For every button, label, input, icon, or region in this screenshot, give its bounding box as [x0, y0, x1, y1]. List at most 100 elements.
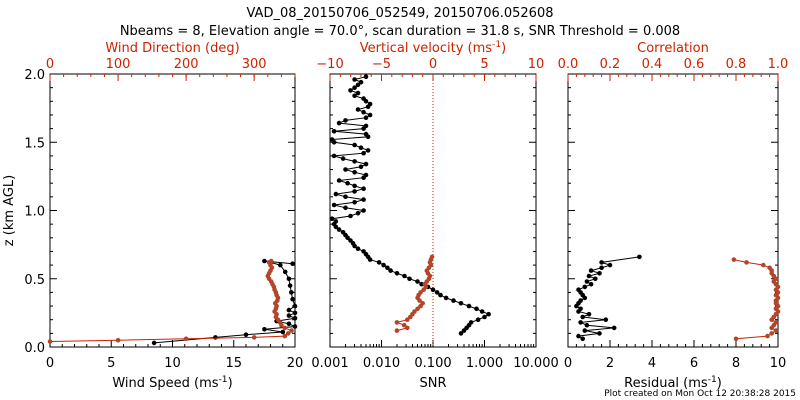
snr-point — [363, 123, 369, 129]
vertical-velocity-point — [412, 309, 417, 314]
snr-point — [479, 309, 485, 314]
residual-point — [597, 331, 602, 336]
panel-snr-vertical-velocity: 0.001 0.010 0.100 1.000 10.000 −10 −5 0 5 10 SNR Ve… — [311, 40, 558, 391]
y-tick-label: 1.5 — [24, 136, 45, 151]
x-top-tick-label: 0.2 — [600, 57, 621, 72]
snr-point — [434, 290, 440, 295]
snr-point — [336, 227, 342, 232]
x-bottom-tick-label: 1.000 — [466, 356, 503, 371]
x-bottom-tick-label: 15 — [225, 356, 242, 371]
snr-point — [361, 109, 366, 115]
snr-point — [340, 230, 346, 235]
snr-point — [443, 295, 449, 301]
x-top-tick-label: 0.8 — [726, 57, 747, 72]
snr-point — [430, 287, 436, 293]
correlation-point — [773, 328, 779, 333]
x-top-tick-label: 5 — [480, 57, 488, 72]
correlation-point — [767, 265, 772, 271]
residual-point — [578, 306, 583, 312]
snr-point — [475, 317, 481, 323]
snr-point — [361, 208, 366, 213]
snr-point — [361, 186, 366, 191]
x-top-axis-label: Vertical velocity (ms-1) — [360, 40, 506, 56]
snr-point — [385, 265, 390, 271]
snr-point — [343, 194, 348, 200]
wind-speed-point — [286, 276, 292, 282]
correlation-point — [744, 260, 749, 265]
snr-point — [486, 311, 491, 317]
x-bottom-tick-label: 0.001 — [311, 356, 348, 371]
snr-point — [415, 279, 420, 284]
residual-point — [593, 276, 598, 282]
wind-direction-point — [289, 328, 294, 333]
x-bottom-tick-label: 10 — [770, 356, 787, 371]
correlation-point — [765, 333, 770, 339]
wind-speed-point — [292, 310, 298, 316]
wind-direction-point — [268, 258, 274, 264]
wind-speed-point — [282, 269, 288, 275]
x-top-tick-label: 10 — [528, 57, 545, 72]
snr-point — [355, 246, 361, 251]
snr-point — [363, 131, 369, 137]
snr-point — [482, 314, 487, 320]
snr-point — [394, 271, 400, 276]
snr-point — [355, 82, 361, 88]
snr-point — [355, 210, 361, 216]
wind-speed-line — [154, 260, 297, 344]
correlation-point — [769, 331, 774, 336]
snr-point — [352, 189, 357, 194]
vertical-velocity-point — [394, 320, 400, 325]
correlation-point — [773, 320, 779, 325]
x-bottom-tick-label: 0 — [46, 356, 54, 371]
x-top-tick-label: 0.4 — [642, 57, 663, 72]
snr-point — [340, 156, 346, 161]
snr-point — [355, 90, 361, 96]
wind-speed-point — [213, 335, 218, 340]
wind-speed-point — [286, 307, 292, 313]
residual-point — [578, 298, 583, 303]
wind-speed-point — [290, 261, 295, 267]
x-top-tick-label: −5 — [372, 57, 391, 72]
x-top-tick-label: 200 — [174, 57, 199, 72]
snr-point — [333, 191, 339, 197]
snr-point — [365, 148, 371, 153]
wind-direction-point — [183, 336, 189, 342]
y-tick-label: 2.0 — [24, 68, 45, 83]
snr-point — [355, 107, 361, 112]
residual-point — [582, 328, 588, 333]
snr-point — [367, 101, 373, 107]
x-bottom-tick-label: 0.010 — [363, 356, 400, 371]
x-bottom-tick-label: 8 — [732, 356, 740, 371]
vertical-velocity-point — [418, 290, 423, 295]
x-bottom-tick-label: 6 — [690, 356, 698, 371]
snr-point — [358, 164, 364, 170]
residual-point — [580, 314, 585, 320]
residual-point — [584, 279, 590, 284]
snr-point — [352, 183, 357, 189]
snr-point — [361, 96, 366, 101]
x-bottom-tick-label: 4 — [648, 356, 656, 371]
x-top-axis-label: Correlation — [637, 41, 709, 56]
wind-speed-point — [292, 303, 298, 309]
x-top-tick-label: 0 — [46, 57, 54, 72]
panel-residual-correlation: 0 2 4 6 8 10 0.0 0.2 0.4 0.6 0.8 1.0 Residual (ms-1)… — [558, 41, 789, 391]
snr-point — [331, 129, 337, 134]
vertical-velocity-point — [415, 306, 420, 312]
snr-point — [358, 79, 364, 85]
wind-speed-point — [151, 340, 157, 346]
wind-speed-point — [292, 316, 298, 321]
residual-point — [580, 336, 585, 342]
vertical-velocity-point — [405, 317, 410, 323]
wind-speed-point — [243, 332, 249, 338]
residual-point — [588, 281, 594, 287]
residual-point — [586, 311, 592, 317]
wind-direction-line — [49, 260, 293, 342]
snr-point — [376, 260, 382, 265]
snr-point — [363, 115, 369, 120]
wind-direction-point — [285, 331, 291, 336]
snr-point — [407, 276, 412, 282]
wind-direction-point — [251, 335, 257, 340]
y-tick-label: 0.5 — [24, 273, 45, 288]
residual-point — [576, 287, 581, 293]
